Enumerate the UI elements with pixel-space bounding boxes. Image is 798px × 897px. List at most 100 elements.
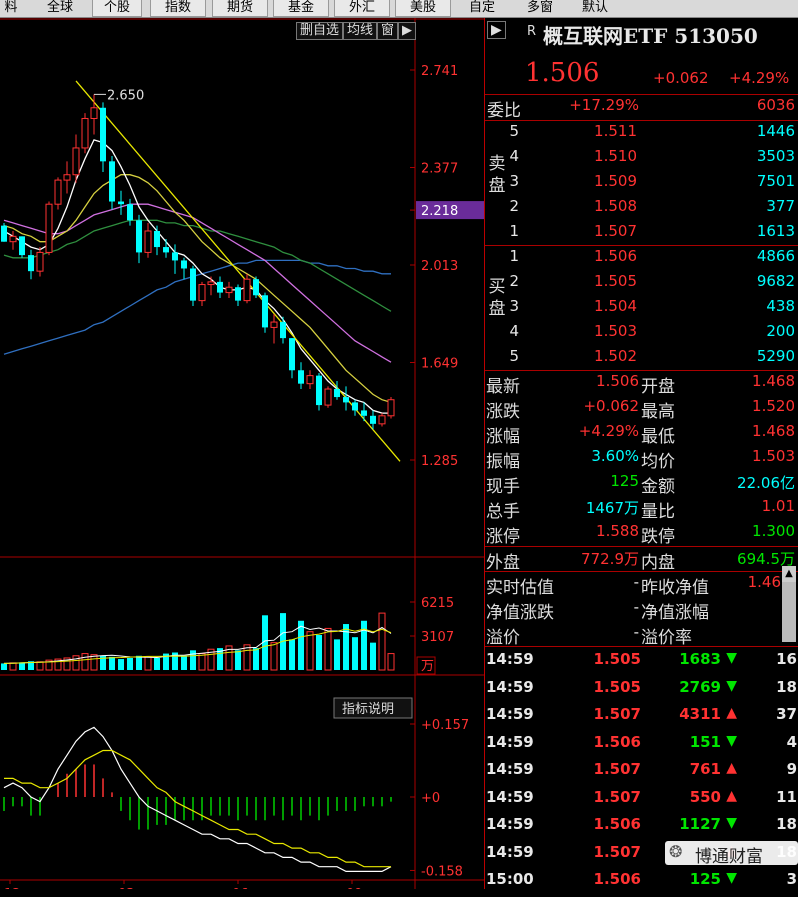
candle-body-down: [253, 279, 259, 296]
candle-body-down: [127, 204, 133, 221]
macd-tick-label: +0.157: [421, 718, 469, 733]
level-price: 1.506: [594, 247, 637, 265]
indicator-help-button-box: [333, 697, 413, 719]
scroll-up-arrow-icon[interactable]: ▲: [782, 566, 796, 582]
market-tab[interactable]: 默认: [581, 0, 608, 15]
candle-body-down: [289, 338, 295, 371]
divider: [485, 120, 798, 121]
market-tab[interactable]: 外汇: [334, 0, 390, 17]
volume-bar-up: [9, 662, 17, 671]
tick-count: 18: [776, 815, 797, 833]
level-volume: 7501: [756, 172, 795, 190]
stat-label: 跌停: [641, 527, 675, 547]
market-tab[interactable]: 全球: [46, 0, 73, 15]
market-tab[interactable]: 期货: [212, 0, 268, 17]
sell-level-row[interactable]: 2 1.508 377: [485, 197, 798, 222]
buy-level-row[interactable]: 2 1.505 9682: [485, 272, 798, 297]
level-number: 4: [509, 322, 519, 340]
wechat-icon: ❂: [669, 842, 683, 861]
volume-bar-up: [225, 645, 233, 671]
market-tab[interactable]: 基金: [273, 0, 329, 17]
outer-value: 772.9万: [581, 550, 639, 568]
stat-value: 1.588: [596, 522, 639, 540]
expand-arrow-icon[interactable]: ▶: [487, 21, 506, 39]
volume-bar-up: [54, 658, 62, 671]
weibi-vol: 6036: [756, 96, 795, 114]
stat-value: 1467万: [585, 499, 639, 517]
sell-level-row[interactable]: 3 1.509 7501: [485, 172, 798, 197]
candle-body-down: [154, 230, 160, 248]
nav-label: 昨收净值: [641, 578, 709, 598]
tick-volume: 550: [689, 787, 721, 806]
tick-row[interactable]: 14:59 1.506 151 ▼ 4: [485, 733, 798, 760]
volume-bar-down: [352, 637, 358, 670]
tick-time: 14:59: [486, 815, 534, 833]
sell-level-row[interactable]: 5 1.511 1446: [485, 122, 798, 147]
candle-body-down: [217, 281, 223, 293]
market-tab[interactable]: 多窗: [526, 0, 553, 15]
level-volume: 200: [766, 322, 795, 340]
date-tick-label: 03: [118, 887, 135, 889]
volume-bar-down: [28, 661, 34, 670]
level-number: 5: [509, 347, 519, 365]
market-tab[interactable]: 个股: [92, 0, 142, 17]
candle-body-down: [298, 370, 304, 384]
buy-level-row[interactable]: 5 1.502 5290: [485, 347, 798, 372]
ma-button[interactable]: 均线: [342, 22, 377, 40]
tick-row[interactable]: 14:59 1.507 550 ▲ 11: [485, 788, 798, 815]
buy-level-row[interactable]: 1 1.506 4866: [485, 247, 798, 272]
inner-value: 694.5万: [737, 550, 795, 568]
delete-favorite-button[interactable]: 删自选: [295, 22, 343, 40]
tick-row[interactable]: 14:59 1.506 1127 ▼ 18: [485, 815, 798, 842]
volume-bar-down: [289, 639, 295, 670]
buy-level-row[interactable]: 3 1.504 438: [485, 297, 798, 322]
volume-bar-up: [324, 627, 332, 671]
tick-volume: 1127: [679, 815, 721, 833]
volume-bar-down: [109, 656, 115, 670]
tick-price: 1.507: [593, 760, 641, 778]
tick-time: 14:59: [486, 677, 534, 696]
weibi-pct: +17.29%: [569, 96, 639, 114]
kline-chart-panel[interactable]: 2.741 2.377 2.218 2.013 1.649 1.285 2.650 6215 3…: [0, 18, 484, 889]
volume-bar-up: [90, 654, 98, 671]
indicator-help-button[interactable]: 指标说明: [342, 702, 394, 717]
market-tab[interactable]: 美股: [395, 0, 451, 17]
candle-body-up: [63, 174, 71, 181]
level-number: 3: [509, 297, 519, 315]
volume-bar-down: [127, 657, 133, 670]
scrollbar-track[interactable]: [782, 582, 796, 642]
candle-body-up: [54, 179, 62, 205]
window-button[interactable]: 窗: [376, 22, 398, 40]
stat-label: 最高: [641, 402, 675, 422]
sell-level-row[interactable]: 4 1.510 3503: [485, 147, 798, 172]
buy-level-row[interactable]: 4 1.503 200: [485, 322, 798, 347]
tick-row[interactable]: 15:00 1.506 125 ▼ 3: [485, 870, 798, 897]
sell-level-row[interactable]: 1 1.507 1613: [485, 222, 798, 247]
tick-price: 1.507: [593, 842, 641, 861]
tick-row[interactable]: 14:59 1.507 4311 ▲ 37: [485, 705, 798, 732]
tick-time: 14:59: [486, 760, 534, 778]
volume-bar-down: [370, 642, 376, 670]
volume-bar-up: [243, 644, 251, 671]
expand-arrow-icon[interactable]: ▶: [398, 22, 416, 40]
tick-row[interactable]: 14:59 1.505 2769 ▼ 18: [485, 678, 798, 705]
tick-price: 1.506: [593, 815, 641, 833]
stat-row: 涨跌 +0.062 最高 1.520: [485, 397, 798, 422]
market-tab[interactable]: 自定: [468, 0, 495, 15]
volume-tick-label: 3107: [421, 630, 454, 645]
market-tab[interactable]: 料: [4, 0, 18, 15]
candle-body-down: [19, 236, 25, 256]
candle-body-up: [36, 251, 44, 272]
buy-side-label: 买盘: [488, 276, 506, 320]
stat-value: 22.06亿: [737, 474, 795, 492]
market-tab[interactable]: 指数: [150, 0, 206, 17]
price-tick-label: 2.013: [421, 259, 458, 274]
candle-body-up: [225, 286, 233, 294]
kline-chart-svg[interactable]: 2.741 2.377 2.218 2.013 1.649 1.285 2.650 6215 3…: [0, 18, 484, 889]
price-tick-label: 2.741: [421, 64, 458, 79]
volume-bar-up: [144, 656, 152, 671]
tick-row[interactable]: 14:59 1.505 1683 ▼ 16: [485, 650, 798, 677]
tick-row[interactable]: 14:59 1.507 761 ▲ 9: [485, 760, 798, 787]
candle-body-down: [262, 295, 268, 328]
stat-value: +0.062: [583, 397, 639, 415]
